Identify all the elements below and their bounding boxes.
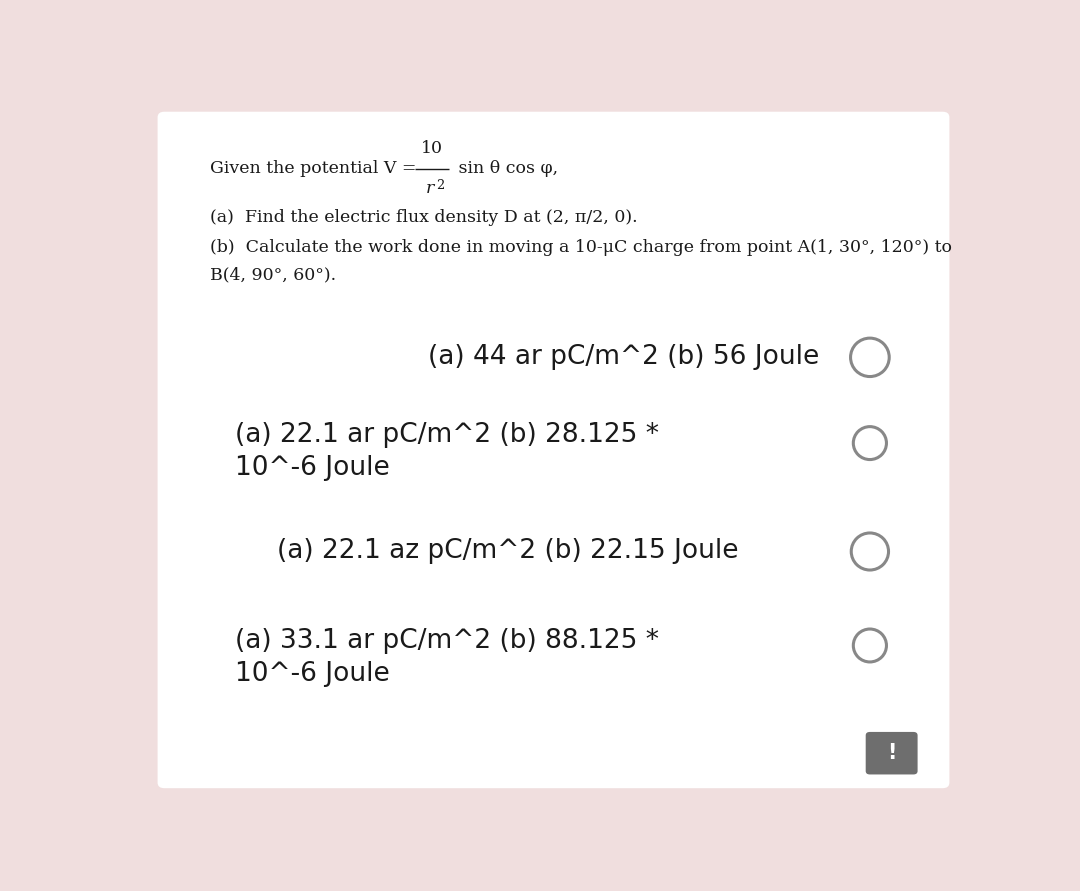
Text: 2: 2: [436, 179, 445, 192]
Text: 10: 10: [421, 140, 443, 157]
Text: !: !: [887, 743, 896, 764]
FancyBboxPatch shape: [158, 111, 949, 789]
Text: (b)  Calculate the work done in moving a 10-μC charge from point A(1, 30°, 120°): (b) Calculate the work done in moving a …: [211, 240, 953, 257]
Text: sin θ cos φ,: sin θ cos φ,: [454, 160, 558, 177]
Text: (a) 44 ar pC/m^2 (b) 56 Joule: (a) 44 ar pC/m^2 (b) 56 Joule: [428, 344, 820, 371]
Text: r: r: [426, 180, 434, 197]
Text: (a) 22.1 az pC/m^2 (b) 22.15 Joule: (a) 22.1 az pC/m^2 (b) 22.15 Joule: [278, 538, 739, 565]
Text: (a)  Find the electric flux density ​D at (2, π/2, 0).: (a) Find the electric flux density ​D at…: [211, 209, 638, 226]
Text: Given the potential V =: Given the potential V =: [211, 160, 422, 177]
FancyBboxPatch shape: [866, 732, 918, 774]
Text: (a) 22.1 ar pC/m^2 (b) 28.125 *
10^-6 Joule: (a) 22.1 ar pC/m^2 (b) 28.125 * 10^-6 Jo…: [235, 421, 660, 481]
Text: B(4, 90°, 60°).: B(4, 90°, 60°).: [211, 266, 337, 283]
Text: (a) 33.1 ar pC/m^2 (b) 88.125 *
10^-6 Joule: (a) 33.1 ar pC/m^2 (b) 88.125 * 10^-6 Jo…: [235, 627, 660, 687]
